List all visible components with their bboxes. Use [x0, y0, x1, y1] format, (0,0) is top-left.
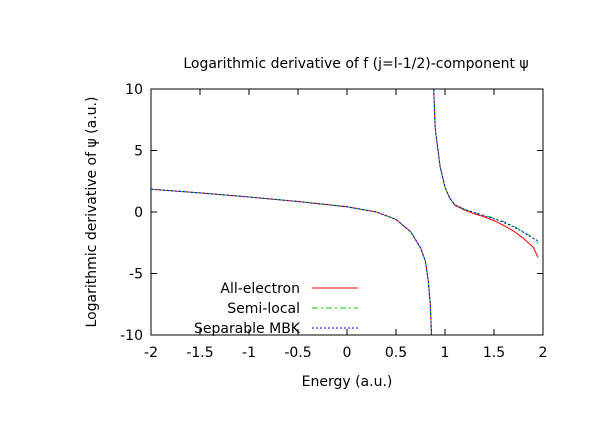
legend: All-electron Semi-local Separable MBK: [194, 281, 358, 337]
y-axis-label: Logarithmic derivative of ψ (a.u.): [84, 97, 100, 328]
plot-frame: [150, 88, 544, 336]
x-axis-ticks: -2 -1.5 -1 -0.5 0 0.5 1 1.5 2: [144, 89, 547, 361]
legend-label: Separable MBK: [194, 321, 301, 337]
y-tick-label: 0: [134, 205, 143, 221]
y-tick-label: 5: [134, 144, 143, 160]
chart-title: Logarithmic derivative of f (j=l-1/2)-co…: [183, 56, 528, 72]
x-tick-label: 1.5: [483, 345, 505, 361]
x-axis-label: Energy (a.u.): [302, 374, 393, 390]
x-tick-label: 1: [441, 345, 450, 361]
x-tick-label: 0.5: [385, 345, 407, 361]
series-line-2: [150, 188, 432, 336]
series-line-3: [433, 88, 539, 242]
x-tick-label: -1.5: [186, 345, 213, 361]
x-tick-label: -1: [242, 345, 256, 361]
legend-label: Semi-local: [227, 301, 300, 317]
x-tick-label: -2: [144, 345, 158, 361]
y-tick-label: 10: [125, 82, 143, 98]
y-tick-label: -5: [129, 267, 143, 283]
y-axis-ticks: 10 5 0 -5 -10: [120, 82, 543, 344]
series-line-2: [433, 88, 539, 244]
y-tick-label: -10: [120, 328, 143, 344]
legend-label: All-electron: [220, 281, 300, 297]
x-tick-label: 2: [539, 345, 548, 361]
x-tick-label: -0.5: [284, 345, 311, 361]
series-layer: [150, 88, 539, 336]
x-tick-label: 0: [343, 345, 352, 361]
